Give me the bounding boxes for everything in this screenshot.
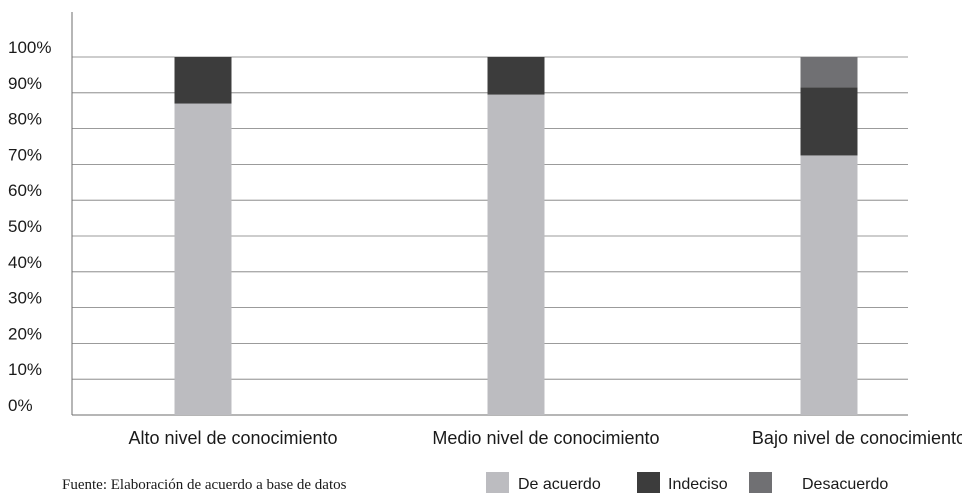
legend: De acuerdo Indeciso Desacuerdo	[486, 472, 888, 493]
y-tick-label: 60%	[8, 181, 42, 200]
y-tick-label: 70%	[8, 145, 42, 164]
bar-segment	[487, 57, 545, 95]
y-tick-labels: 0% 10% 20% 30% 40% 50% 60% 70% 80% 90% 100%	[8, 38, 51, 415]
y-tick-label: 100%	[8, 38, 51, 57]
y-tick-label: 50%	[8, 217, 42, 236]
bar-segment	[800, 57, 858, 88]
bar-segment	[800, 87, 858, 156]
x-tick-label: Alto nivel de conocimiento	[128, 428, 337, 448]
y-tick-label: 90%	[8, 74, 42, 93]
legend-swatch	[486, 472, 509, 493]
legend-label: De acuerdo	[518, 476, 601, 493]
y-tick-label: 0%	[8, 396, 33, 415]
bar-segment	[487, 94, 545, 415]
legend-label: Indeciso	[668, 476, 728, 493]
y-tick-label: 40%	[8, 253, 42, 272]
x-tick-label: Medio nivel de conocimiento	[432, 428, 659, 448]
y-tick-label: 20%	[8, 324, 42, 343]
source-note: Fuente: Elaboración de acuerdo a base de…	[62, 477, 347, 493]
bar-segment	[800, 155, 858, 415]
category-labels: Alto nivel de conocimiento Medio nivel de…	[128, 428, 962, 448]
legend-swatch	[637, 472, 660, 493]
legend-label: Desacuerdo	[802, 476, 888, 493]
y-tick-label: 80%	[8, 110, 42, 129]
x-tick-label: Bajo nivel de conocimiento	[752, 428, 962, 448]
y-tick-label: 30%	[8, 289, 42, 308]
bar-segment	[174, 103, 232, 415]
bar-segment	[174, 57, 232, 104]
bars	[174, 57, 858, 415]
y-tick-label: 10%	[8, 360, 42, 379]
legend-swatch	[749, 472, 772, 493]
